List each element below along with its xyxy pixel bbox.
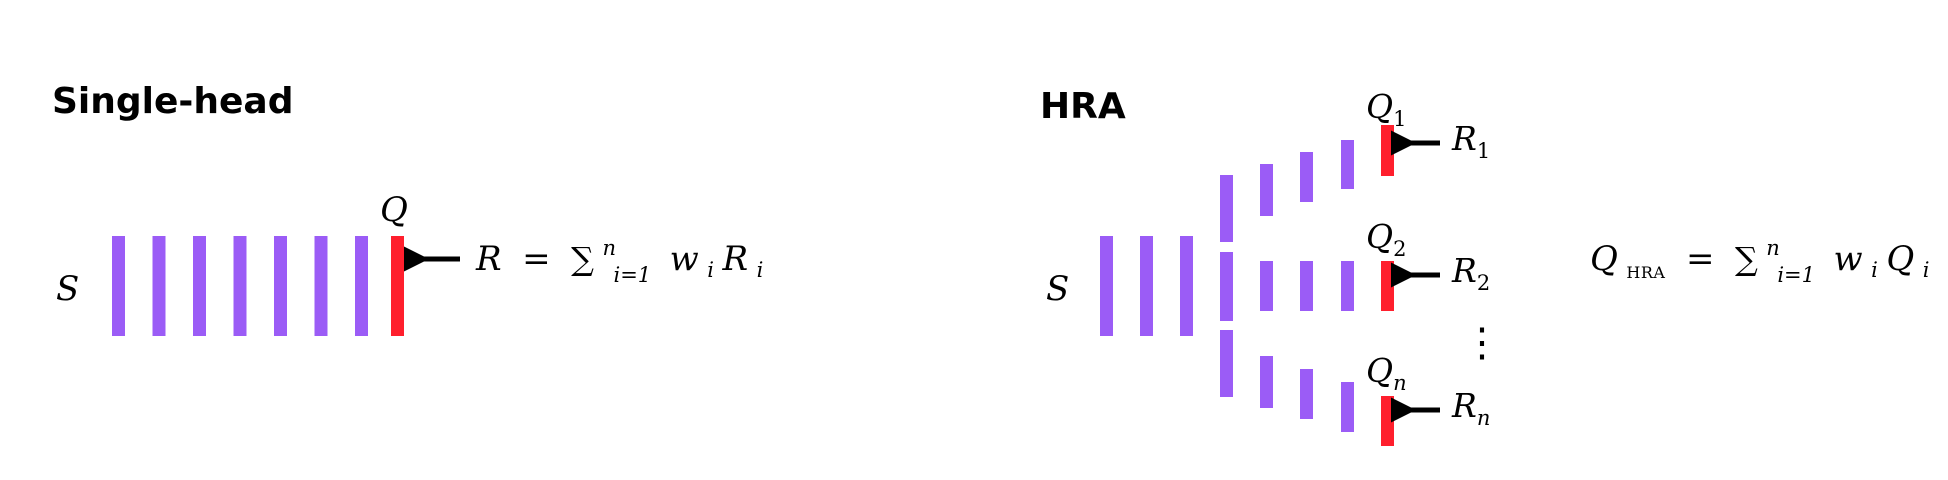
hidden-layer-bar [355, 236, 368, 336]
hidden-layer-bar [112, 236, 125, 336]
head-2-output-bar [1381, 261, 1394, 311]
single-head-network [112, 236, 404, 336]
head-1-hidden-bar [1260, 164, 1273, 216]
head-3-hidden-bar [1220, 330, 1233, 397]
hra-q1-label: Q1 [1366, 87, 1406, 131]
hra-r1-label: R1 [1451, 119, 1490, 163]
hra-aggregate-formula: Q HRA = ∑ n i=1 w i Q i [1590, 226, 1929, 290]
hidden-layer-bar [274, 236, 287, 336]
shared-layer-bar [1180, 236, 1193, 336]
hra-qn-label: Qn [1366, 351, 1407, 395]
shared-layer-bar [1100, 236, 1113, 336]
hidden-layer-bar [152, 236, 166, 336]
hra-rn-label: Rn [1451, 386, 1490, 430]
hra-title: HRA [1040, 86, 1126, 127]
head-3-hidden-bar [1260, 356, 1273, 408]
hidden-layer-bar [193, 236, 206, 336]
head-3-hidden-bar [1341, 382, 1354, 432]
head-2-hidden-bar [1341, 261, 1354, 311]
head-1-hidden-bar [1341, 140, 1354, 189]
single-head-title: Single-head [52, 81, 293, 122]
hidden-layer-bar [233, 236, 247, 336]
output-layer-bar [391, 236, 404, 336]
hra-network [1100, 125, 1394, 446]
head-2-hidden-bar [1260, 261, 1273, 311]
hra-state-label: S [1046, 269, 1069, 309]
hra-r2-label: R2 [1451, 251, 1490, 295]
single-head-state-label: S [56, 269, 79, 309]
head-3-hidden-bar [1300, 369, 1313, 419]
head-2-hidden-bar [1220, 252, 1233, 321]
hra-q2-label: Q2 [1366, 217, 1406, 261]
head-1-output-bar [1381, 125, 1394, 176]
hidden-layer-bar [314, 236, 328, 336]
head-1-hidden-bar [1220, 175, 1233, 242]
head-3-output-bar [1381, 396, 1394, 446]
single-head-reward-formula: R = ∑ n i=1 w i R i [475, 226, 763, 290]
hra-heads-ellipsis: ⋮ [1462, 320, 1502, 366]
head-2-hidden-bar [1300, 261, 1313, 311]
head-1-hidden-bar [1300, 152, 1313, 202]
single-head-q-label: Q [380, 190, 408, 230]
shared-layer-bar [1140, 236, 1153, 336]
